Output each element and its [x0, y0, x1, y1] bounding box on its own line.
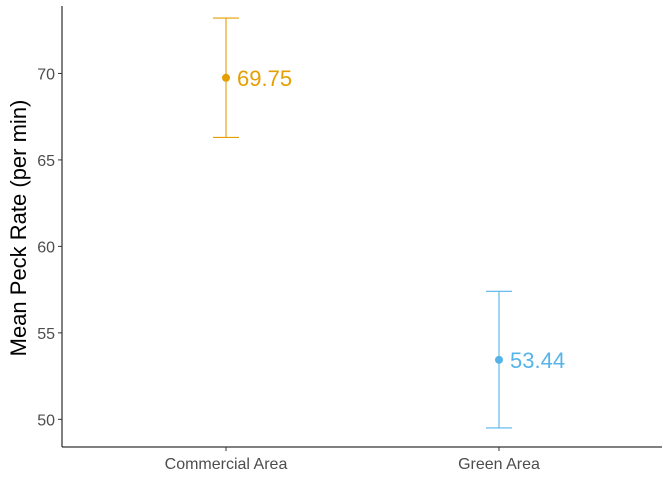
chart-marks: 69.75 53.44	[213, 17, 565, 429]
y-tick-label: 70	[37, 66, 55, 83]
value-label: 69.75	[237, 66, 292, 91]
y-tick-label: 55	[37, 326, 55, 343]
y-tick-label: 50	[37, 412, 55, 429]
axes: 50 55 60 65 70 Commercial Area Green Area	[37, 6, 662, 473]
y-axis-title: Mean Peck Rate (per min)	[6, 100, 31, 357]
x-tick-label: Commercial Area	[165, 456, 288, 473]
mean-point	[495, 355, 503, 364]
x-tick-label: Green Area	[458, 456, 540, 473]
y-tick-label: 65	[37, 153, 55, 170]
mean-point	[222, 73, 230, 82]
value-label: 53.44	[510, 348, 565, 373]
y-tick-label: 60	[37, 239, 55, 256]
